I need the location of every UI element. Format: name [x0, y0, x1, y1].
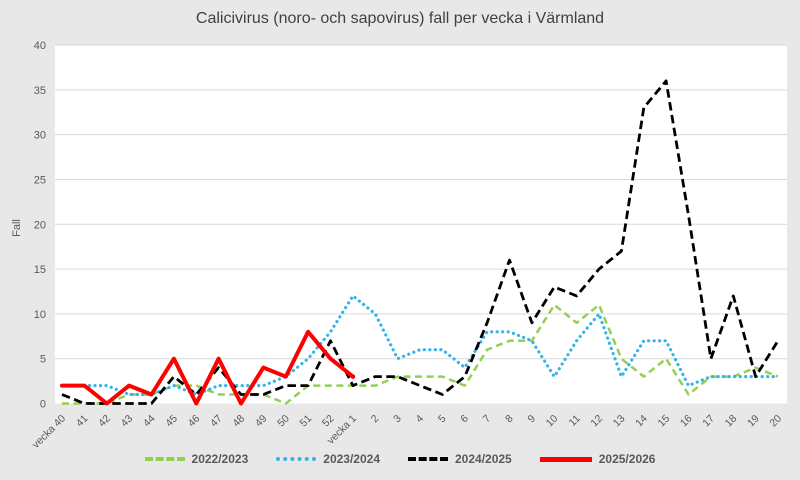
- x-tick-11: 11: [567, 413, 583, 429]
- series-endpoint-2025-2026: [350, 374, 356, 379]
- x-tick-43: 43: [118, 413, 135, 430]
- chart-title: Calicivirus (noro- och sapovirus) fall p…: [195, 10, 605, 27]
- x-tick-51: 51: [297, 413, 314, 430]
- x-tick-46: 46: [186, 413, 203, 430]
- y-tick-5: 5: [40, 354, 46, 366]
- legend-line-sample-solid-icon: [539, 456, 592, 462]
- y-tick-35: 35: [34, 85, 46, 97]
- x-tick-5: 5: [436, 413, 449, 426]
- legend-item-2022-2023: 2022/2023: [144, 452, 249, 466]
- y-axis-title: Fall: [11, 219, 23, 237]
- x-tick-19: 19: [745, 413, 762, 430]
- legend-line-sample-dashed-icon: [408, 457, 448, 461]
- series-line-2025-2026: [60, 329, 355, 406]
- x-tick-17: 17: [700, 413, 717, 430]
- x-tick-52: 52: [320, 413, 337, 430]
- series-line-2023-2024: [60, 294, 780, 397]
- x-tick-48: 48: [230, 413, 247, 430]
- x-tick-4: 4: [414, 413, 427, 426]
- y-tick-15: 15: [34, 264, 46, 276]
- x-tick-15: 15: [655, 413, 672, 430]
- x-tick-6: 6: [458, 413, 471, 426]
- legend-item-2025-2026: 2025/2026: [539, 452, 656, 466]
- legend-label: 2022/2023: [191, 452, 249, 466]
- x-tick-13: 13: [611, 413, 628, 430]
- x-tick-47: 47: [208, 413, 225, 430]
- series-line-2022-2023: [62, 303, 779, 405]
- x-tick-42: 42: [96, 413, 113, 430]
- x-tick-49: 49: [253, 413, 270, 430]
- x-tick-12: 12: [588, 413, 605, 430]
- x-tick-20: 20: [767, 413, 784, 430]
- x-tick-9: 9: [525, 413, 538, 426]
- x-tick-16: 16: [678, 413, 695, 430]
- y-tick-30: 30: [34, 130, 46, 142]
- x-tick-2: 2: [369, 413, 382, 426]
- legend-label: 2023/2024: [323, 452, 380, 466]
- legend-label: 2025/2026: [598, 452, 656, 466]
- y-tick-40: 40: [34, 40, 46, 52]
- x-tick-8: 8: [503, 413, 516, 426]
- x-tick-10: 10: [544, 413, 561, 430]
- x-tick-7: 7: [481, 413, 494, 426]
- y-axis-tick-labels: 0 5 10 15 20 25 30 35 40: [34, 40, 46, 411]
- legend-line-sample-dashed-icon: [144, 457, 185, 461]
- legend-item-2024-2025: 2024/2025: [408, 452, 512, 466]
- legend-label: 2024/2025: [455, 452, 512, 466]
- y-tick-20: 20: [34, 219, 46, 231]
- legend-line-sample-dotted-icon: [276, 457, 317, 461]
- x-tick-18: 18: [723, 413, 740, 430]
- series-line-2024-2025: [61, 79, 780, 405]
- x-tick-3: 3: [391, 413, 404, 426]
- x-tick-45: 45: [163, 413, 180, 430]
- y-tick-10: 10: [34, 309, 46, 321]
- gridlines: [55, 44, 787, 360]
- y-tick-0: 0: [40, 399, 46, 411]
- x-tick-41: 41: [74, 413, 91, 430]
- x-tick-44: 44: [141, 413, 158, 430]
- chart-legend: 2022/2023 2023/2024 2024/2025 2025/2026: [0, 452, 800, 466]
- x-tick-14: 14: [633, 413, 650, 430]
- legend-item-2023-2024: 2023/2024: [276, 452, 380, 466]
- y-tick-25: 25: [34, 174, 46, 186]
- x-tick-vecka-40: vecka 40: [30, 413, 68, 451]
- x-tick-50: 50: [275, 413, 292, 430]
